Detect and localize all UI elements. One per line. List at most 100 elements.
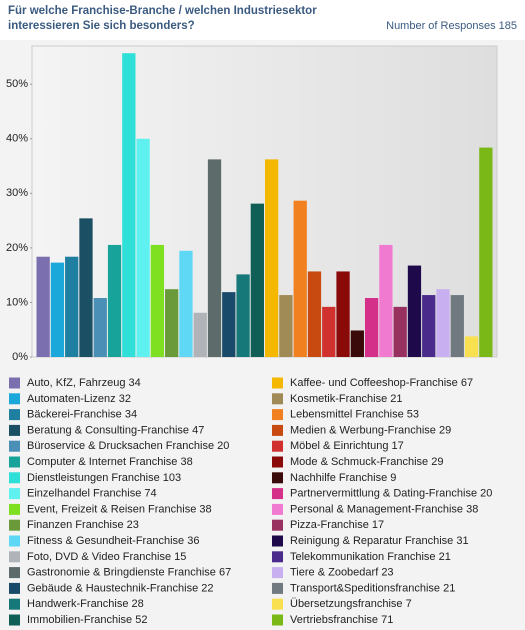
bar [165, 289, 179, 357]
legend-entry: Computer & Internet Franchise 38 [27, 456, 193, 468]
bar [422, 295, 436, 357]
bar [79, 218, 93, 357]
bar [450, 295, 464, 357]
legend-count: 74 [144, 488, 156, 500]
legend-entry: Nachhilfe Franchise 9 [290, 472, 396, 484]
legend-count: 28 [132, 598, 144, 610]
legend-swatch [9, 503, 20, 515]
legend-count: 29 [431, 456, 443, 468]
legend-count: 7 [406, 598, 412, 610]
legend-entry: Immobilien-Franchise 52 [27, 614, 147, 626]
legend-swatch [9, 456, 20, 468]
legend-count: 22 [201, 582, 213, 594]
legend-swatch [272, 503, 283, 515]
legend-count: 23 [381, 567, 393, 579]
bar [250, 203, 264, 357]
legend-count: 38 [180, 456, 192, 468]
responses-count: 185 [499, 20, 517, 32]
bar [436, 289, 450, 357]
legend-count: 15 [174, 551, 186, 563]
legend-count: 34 [125, 409, 137, 421]
bar [407, 265, 422, 357]
bar [50, 262, 65, 357]
legend-label: Pizza-Franchise [290, 519, 369, 531]
legend-label: Telekommunikation Franchise [290, 551, 436, 563]
bar [379, 244, 393, 357]
legend-entry: Telekommunikation Franchise 21 [290, 551, 451, 563]
legend-count: 103 [163, 472, 181, 484]
legend-entry: Büroservice & Drucksachen Franchise 20 [27, 440, 229, 452]
legend-swatch [272, 409, 283, 421]
legend-count: 17 [372, 519, 384, 531]
bar [136, 138, 150, 357]
bar [207, 159, 222, 357]
legend-entry: Partnervermittlung & Dating-Franchise 20 [290, 488, 492, 500]
bar [336, 271, 350, 357]
legend-count: 21 [439, 551, 451, 563]
legend-swatch [9, 440, 20, 452]
y-tick-label: 20% [6, 242, 28, 254]
legend-label: Büroservice & Drucksachen Franchise [27, 440, 214, 452]
legend-label: Kosmetik-Franchise [290, 393, 387, 405]
legend-label: Möbel & Einrichtung [290, 440, 388, 452]
legend-label: Immobilien-Franchise [27, 614, 132, 626]
legend-entry: Einzelhandel Franchise 74 [27, 488, 157, 500]
legend-swatch [272, 614, 283, 626]
bar [150, 244, 165, 357]
legend-entry: Vertriebsfranchise 71 [290, 614, 393, 626]
bar [36, 256, 50, 357]
legend-entry: Dienstleistungen Franchise 103 [27, 472, 181, 484]
legend-count: 38 [466, 503, 478, 515]
legend-entry: Möbel & Einrichtung 17 [290, 440, 404, 452]
legend-entry: Event, Freizeit & Reisen Franchise 38 [27, 503, 212, 515]
bar [393, 306, 407, 357]
legend-label: Vertriebsfranchise [290, 614, 378, 626]
legend-swatch [9, 519, 20, 531]
legend-entry: Lebensmittel Franchise 53 [290, 409, 419, 421]
legend-label: Computer & Internet Franchise [27, 456, 177, 468]
legend-label: Fitness & Gesundheit-Franchise [27, 535, 184, 547]
legend-label: Gebäude & Haustechnik-Franchise [27, 582, 198, 594]
chart-title: Für welche Franchise-Branche / welchen I… [8, 5, 317, 17]
legend-label: Personal & Management-Franchise [290, 503, 463, 515]
legend-count: 36 [187, 535, 199, 547]
legend-entry: Auto, KfZ, Fahrzeug 34 [27, 377, 141, 389]
bar [236, 274, 250, 357]
legend-swatch [272, 519, 283, 531]
legend-label: Dienstleistungen Franchise [27, 472, 160, 484]
bar [293, 200, 307, 357]
bar [107, 244, 122, 357]
legend-count: 53 [407, 409, 419, 421]
legend-count: 32 [119, 393, 131, 405]
legend-swatch [9, 582, 20, 594]
legend-count: 21 [443, 582, 455, 594]
legend-entry: Reinigung & Reparatur Franchise 31 [290, 535, 469, 547]
legend-swatch [272, 424, 283, 436]
legend-count: 20 [217, 440, 229, 452]
legend-entry: Pizza-Franchise 17 [290, 519, 384, 531]
legend-label: Tiere & Zoobedarf [290, 567, 379, 579]
legend-count: 67 [461, 377, 473, 389]
legend-swatch [272, 488, 283, 500]
legend-swatch [272, 551, 283, 563]
legend-entry: Tiere & Zoobedarf 23 [290, 567, 394, 579]
header [0, 0, 525, 40]
legend-entry: Fitness & Gesundheit-Franchise 36 [27, 535, 199, 547]
legend-entry: Gebäude & Haustechnik-Franchise 22 [27, 582, 214, 594]
legend-entry: Transport&Speditionsfranchise 21 [290, 582, 455, 594]
legend-swatch [9, 567, 20, 579]
bar [364, 298, 379, 357]
legend-label: Reinigung & Reparatur Franchise [290, 535, 453, 547]
bar [479, 147, 493, 357]
legend-entry: Foto, DVD & Video Franchise 15 [27, 551, 186, 563]
legend-swatch [272, 393, 283, 405]
legend-label: Nachhilfe Franchise [290, 472, 387, 484]
legend-swatch [9, 409, 20, 421]
bar [65, 256, 79, 357]
legend-swatch [9, 614, 20, 626]
bar [322, 306, 336, 357]
legend-count: 9 [390, 472, 396, 484]
y-tick-label: 30% [6, 187, 28, 199]
legend-count: 20 [480, 488, 492, 500]
legend-swatch [9, 472, 20, 484]
